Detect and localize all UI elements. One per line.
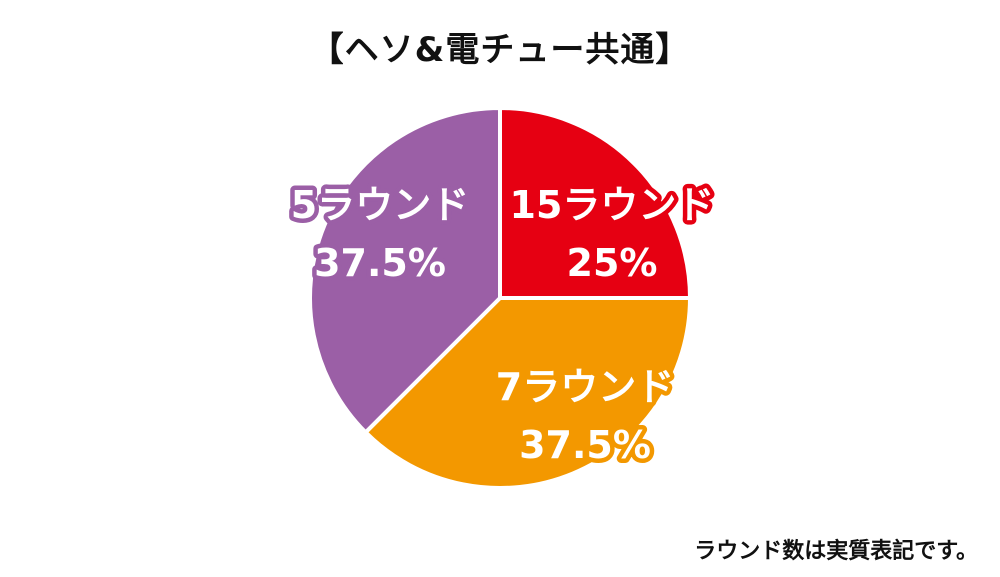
footnote: ラウンド数は実質表記です。 bbox=[694, 539, 978, 564]
pie-slice-2 bbox=[363, 296, 692, 490]
chart-title: 【ヘソ&電チュー共通】 bbox=[309, 30, 691, 70]
pie-slice-3 bbox=[308, 106, 502, 435]
slice-value-1: 25% bbox=[567, 241, 658, 285]
slice-label-1: 15ラウンド bbox=[510, 183, 715, 227]
slice-label-3: 5ラウンド bbox=[291, 183, 469, 227]
pie-slices bbox=[308, 106, 692, 490]
slice-value-3: 37.5% bbox=[314, 241, 446, 285]
slice-value-2: 37.5% bbox=[519, 423, 651, 467]
slice-labels: 15ラウンド 25% 7ラウンド 37.5% 5ラウンド 37.5% bbox=[286, 179, 719, 472]
pie-slice-1 bbox=[498, 106, 692, 300]
slice-label-2: 7ラウンド bbox=[496, 365, 674, 409]
